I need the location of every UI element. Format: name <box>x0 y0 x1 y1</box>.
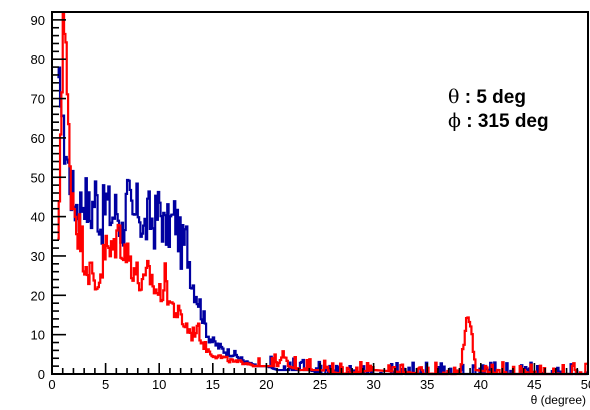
axes-layer: 0 5 10 15 20 25 30 35 40 45 50 0 10 20 30 40 50 60 70 80 90 <box>31 11 590 392</box>
y-tick-label: 0 <box>38 367 45 382</box>
phi-value: : 315 deg <box>461 111 549 132</box>
x-tick-label: 40 <box>474 377 488 392</box>
y-tick-label: 50 <box>31 170 45 185</box>
y-tick-label: 70 <box>31 92 45 107</box>
x-tick-label: 25 <box>313 377 327 392</box>
x-tick-label: 45 <box>527 377 541 392</box>
x-tick-label: 20 <box>259 377 273 392</box>
x-tick-label: 5 <box>102 377 109 392</box>
y-tick-label: 60 <box>31 131 45 146</box>
x-tick-label: 15 <box>206 377 220 392</box>
x-tick-label: 35 <box>420 377 434 392</box>
x-tick-label: 50 <box>581 377 590 392</box>
series-layer <box>57 12 588 376</box>
x-tick-label: 30 <box>366 377 380 392</box>
phi-symbol: ϕ <box>448 110 461 132</box>
y-tick-label: 20 <box>31 288 45 303</box>
y-tick-label: 40 <box>31 210 45 225</box>
x-tick-label: 10 <box>152 377 166 392</box>
y-tick-label: 80 <box>31 52 45 67</box>
x-tick-label: 0 <box>48 377 55 392</box>
y-tick-label: 90 <box>31 13 45 28</box>
y-tick-label: 30 <box>31 249 45 264</box>
theta-symbol: θ <box>448 86 459 108</box>
y-tick-label: 10 <box>31 328 45 343</box>
phi-annotation: ϕ : 315 deg <box>448 110 549 132</box>
theta-value: : 5 deg <box>459 87 526 108</box>
theta-annotation: θ : 5 deg <box>448 86 526 108</box>
series-line-2 <box>57 12 588 376</box>
annotation-layer: θ : 5 deg ϕ : 315 deg <box>448 86 549 132</box>
x-axis-title: θ (degree) <box>531 393 586 407</box>
